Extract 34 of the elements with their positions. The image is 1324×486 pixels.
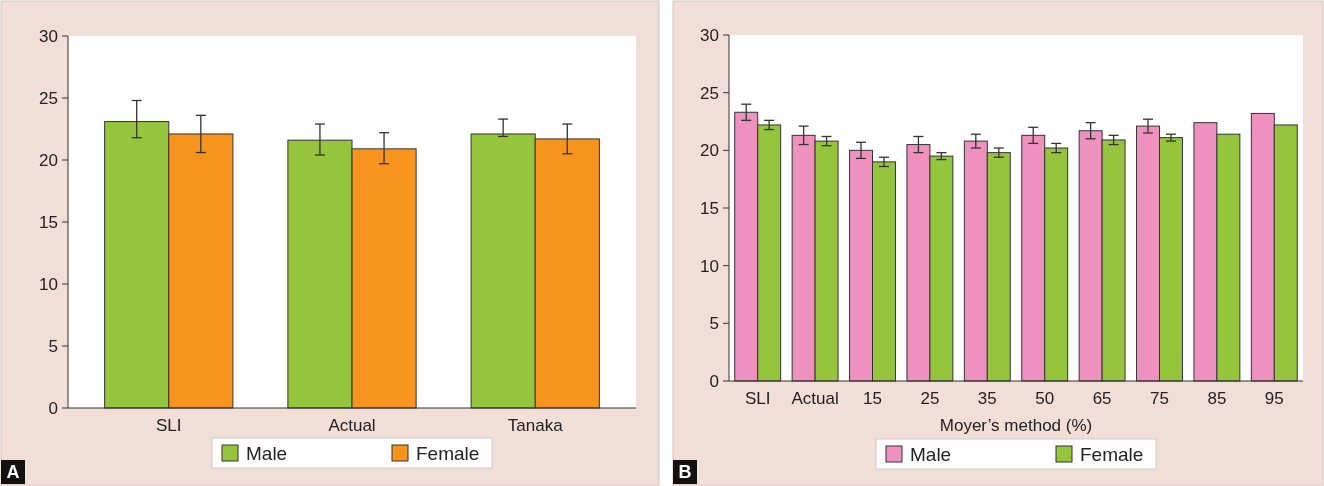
x-tick-label: 85 bbox=[1207, 389, 1227, 408]
x-tick-label: Actual bbox=[791, 389, 839, 408]
y-tick-label: 10 bbox=[39, 274, 58, 294]
x-tick-label: Actual bbox=[328, 416, 376, 435]
legend-label: Female bbox=[416, 442, 480, 464]
x-axis-title: Moyer’s method (%) bbox=[939, 416, 1093, 435]
x-tick-label: 50 bbox=[1035, 389, 1055, 408]
x-tick-label: SLI bbox=[744, 389, 771, 408]
y-tick-label: 15 bbox=[39, 212, 58, 232]
x-tick-label: 35 bbox=[977, 389, 997, 408]
x-tick-label: SLI bbox=[156, 416, 182, 435]
x-tick-label: 95 bbox=[1264, 389, 1284, 408]
x-tick-label: 65 bbox=[1092, 389, 1112, 408]
y-tick-label: 15 bbox=[700, 198, 719, 218]
y-tick-label: 25 bbox=[700, 83, 719, 103]
text: A bbox=[6, 462, 20, 483]
x-tick-label: 25 bbox=[920, 389, 940, 408]
y-tick-label: 30 bbox=[39, 26, 58, 46]
y-tick-label: 0 bbox=[48, 398, 58, 418]
x-tick-label: Tanaka bbox=[507, 416, 564, 435]
y-tick-label: 20 bbox=[700, 141, 719, 161]
legend-label: Male bbox=[246, 442, 288, 464]
y-tick-label: 0 bbox=[709, 371, 719, 391]
x-tick-label: 75 bbox=[1150, 389, 1169, 408]
y-tick-label: 20 bbox=[39, 150, 58, 170]
y-tick-label: 25 bbox=[39, 88, 58, 108]
y-tick-label: 10 bbox=[700, 256, 719, 276]
y-tick-label: 30 bbox=[700, 25, 719, 45]
legend-label: Male bbox=[910, 443, 952, 465]
legend-label: Female bbox=[1080, 443, 1144, 465]
y-tick-label: 5 bbox=[48, 336, 58, 356]
y-tick-label: 5 bbox=[709, 314, 719, 334]
x-tick-label: 15 bbox=[863, 389, 882, 408]
text: B bbox=[678, 462, 692, 483]
